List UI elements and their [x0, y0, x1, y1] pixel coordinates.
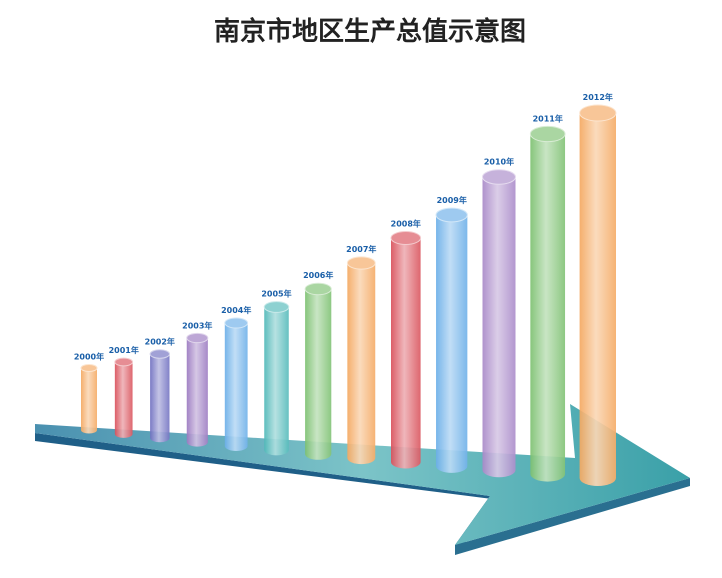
- cylinder-top: [435, 207, 468, 223]
- cylinders: 2000年 2001年 2002年 2003年 2004年 2005年 2006年 2007年…: [74, 92, 617, 487]
- cylinder-top: [304, 282, 332, 296]
- cylinder: [435, 207, 468, 473]
- year-label: 2002年: [145, 337, 175, 347]
- cylinder: [346, 256, 376, 465]
- cylinder: [390, 230, 422, 469]
- cylinder-body: [150, 354, 170, 443]
- chart-title: 南京市地区生产总值示意图: [214, 16, 526, 47]
- cylinder-top: [186, 332, 209, 344]
- year-label: 2009年: [437, 195, 467, 205]
- year-label: 2010年: [484, 157, 514, 167]
- year-label: 2006年: [303, 270, 333, 280]
- cylinder: [80, 363, 98, 434]
- cylinder: [482, 169, 516, 478]
- year-label: 2000年: [74, 351, 104, 361]
- year-label: 2011年: [533, 113, 563, 123]
- cylinder-body: [436, 215, 468, 473]
- cylinder-body: [347, 263, 376, 465]
- year-label: 2004年: [221, 305, 251, 315]
- cylinder-top: [149, 349, 171, 359]
- cylinder-body: [114, 362, 133, 438]
- cylinder-body: [186, 338, 208, 447]
- cylinder-top: [346, 256, 376, 270]
- cylinder-body: [530, 134, 566, 482]
- cylinder-body: [579, 113, 616, 487]
- cylinder-body: [482, 177, 516, 478]
- cylinder: [149, 349, 171, 443]
- year-label: 2012年: [583, 92, 613, 102]
- cylinder-top: [263, 301, 290, 313]
- cylinder-body: [81, 368, 97, 434]
- cylinder-top: [80, 363, 98, 373]
- cylinder: [186, 332, 209, 447]
- cylinder-body: [305, 289, 332, 460]
- year-label: 2008年: [391, 218, 421, 228]
- year-label: 2005年: [261, 289, 291, 299]
- cylinder-top: [482, 169, 516, 185]
- year-label: 2007年: [346, 244, 376, 254]
- year-label: 2003年: [182, 320, 212, 330]
- cylinder: [114, 357, 134, 438]
- cylinder: [529, 125, 566, 482]
- cylinder-body: [391, 238, 421, 469]
- cylinder: [304, 282, 332, 460]
- cylinder-body: [224, 323, 248, 452]
- cylinder: [224, 317, 249, 452]
- cylinder: [263, 301, 290, 456]
- cylinder-top: [224, 317, 249, 329]
- year-label: 2001年: [109, 345, 139, 355]
- cylinder-top: [390, 230, 422, 246]
- cylinder-top: [529, 125, 566, 143]
- cylinder-top: [114, 357, 134, 367]
- cylinder: [579, 104, 617, 487]
- cylinder-top: [579, 104, 617, 122]
- cylinder-body: [264, 307, 289, 456]
